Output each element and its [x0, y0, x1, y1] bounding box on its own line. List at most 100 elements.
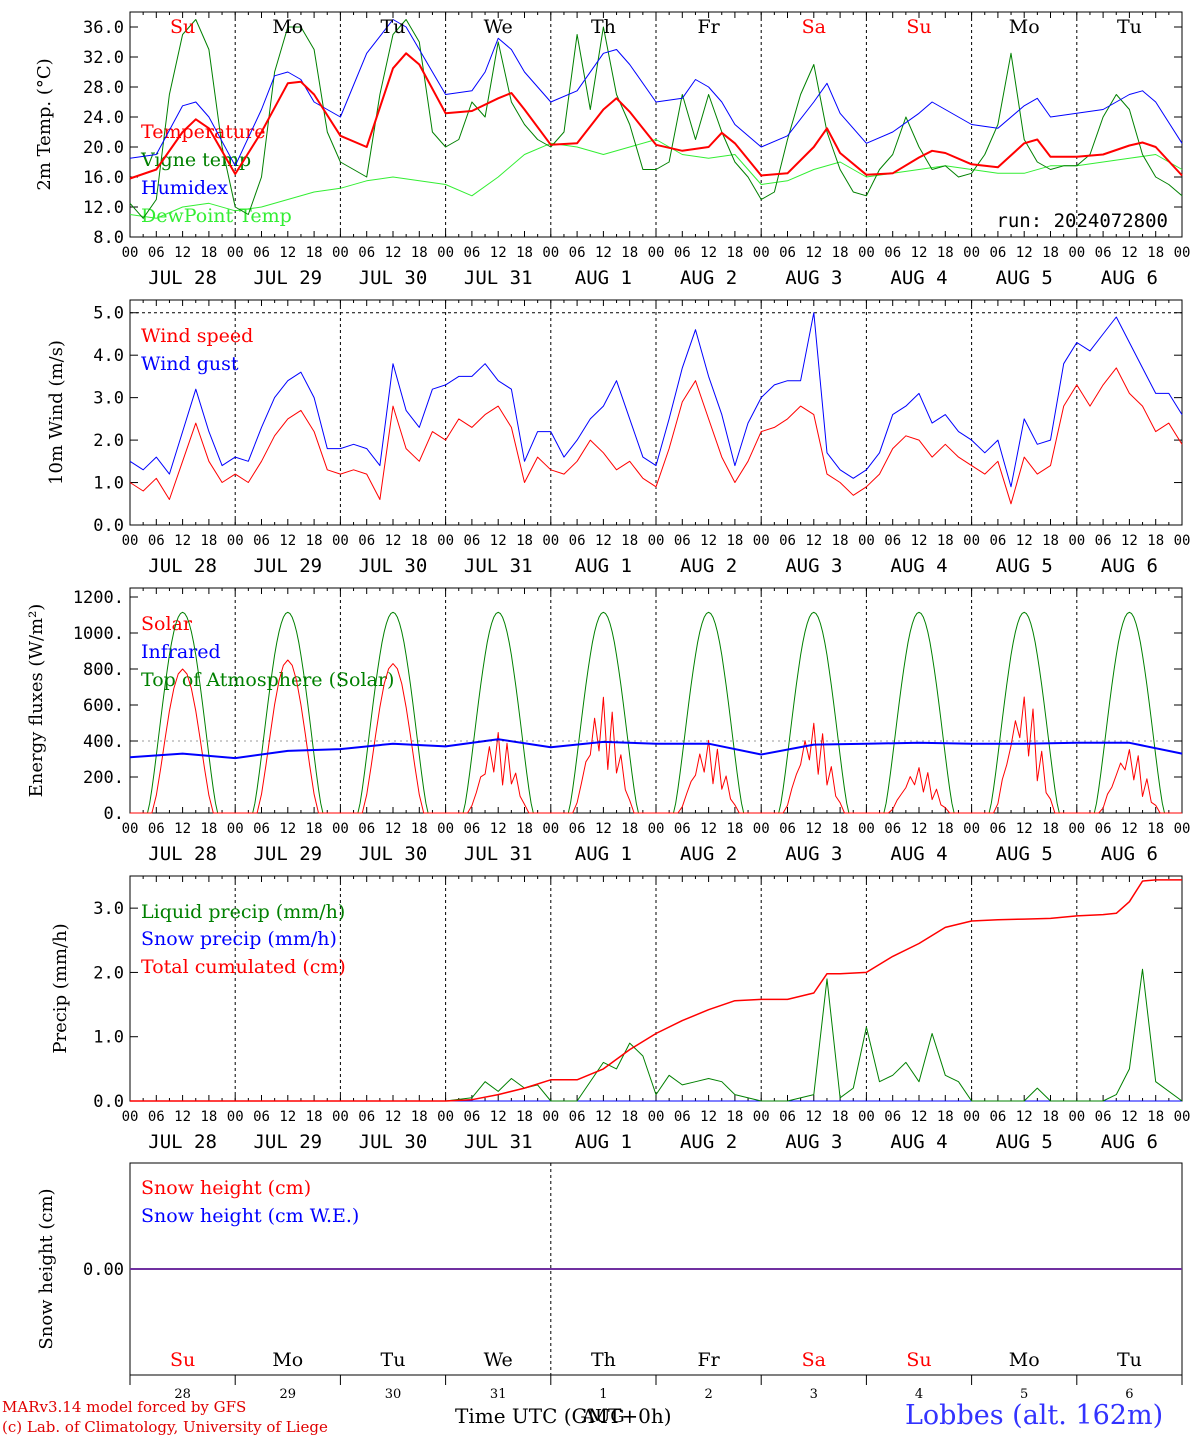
hour-label: 12 [805, 821, 822, 837]
hour-label: 12 [1121, 245, 1138, 261]
date-label: AUG 2 [680, 1131, 737, 1153]
hour-label: 12 [805, 245, 822, 261]
date-label: JUL 28 [148, 267, 217, 289]
hour-label: 18 [726, 821, 743, 837]
hour-label: 18 [832, 533, 849, 549]
hour-label: 12 [385, 245, 402, 261]
panel-frame [129, 299, 1183, 526]
series-infrared [129, 738, 1183, 760]
legend-entry: DewPoint Temp [141, 205, 292, 227]
hour-label: 00 [753, 821, 770, 837]
date-label: AUG 3 [785, 555, 842, 577]
hour-label: 18 [306, 245, 323, 261]
hour-label: 18 [937, 821, 954, 837]
hour-label: 12 [700, 821, 717, 837]
weekday-label: Fr [697, 1349, 720, 1371]
y-tick-label: 2.0 [93, 963, 124, 983]
hour-label: 06 [148, 533, 165, 549]
hour-label: 12 [700, 1109, 717, 1125]
hour-label: 12 [700, 245, 717, 261]
day-number: 6 [1125, 1387, 1133, 1402]
panel-frame [129, 11, 1183, 238]
date-label: JUL 29 [253, 843, 322, 865]
legend-entry: Snow precip (mm/h) [141, 928, 337, 950]
series-liquid-precip-mm-h- [130, 968, 1183, 1102]
hour-label: 18 [200, 533, 217, 549]
hour-label: 12 [595, 533, 612, 549]
hour-label: 18 [411, 1109, 428, 1125]
y-tick-label: 5.0 [93, 304, 124, 324]
hour-label: 00 [122, 821, 139, 837]
hour-label: 06 [1095, 1109, 1112, 1125]
date-label: AUG 5 [996, 267, 1053, 289]
hour-label: 18 [516, 821, 533, 837]
date-label: JUL 30 [359, 843, 428, 865]
date-label: AUG 5 [996, 1131, 1053, 1153]
weekday-label: Mo [1009, 16, 1040, 38]
weekday-label: Su [170, 1349, 195, 1371]
hour-label: 06 [358, 1109, 375, 1125]
legend-entry: Liquid precip (mm/h) [141, 901, 345, 923]
date-label: AUG 4 [890, 843, 947, 865]
hour-label: 12 [490, 821, 507, 837]
weekday-label: Tu [1117, 16, 1142, 38]
day-number: 5 [1020, 1387, 1028, 1402]
hour-label: 12 [174, 245, 191, 261]
date-label: JUL 29 [253, 1131, 322, 1153]
hour-label: 06 [569, 533, 586, 549]
y-tick-label: 16.0 [83, 168, 124, 188]
hour-label: 06 [674, 821, 691, 837]
hour-label: 18 [411, 245, 428, 261]
hour-label: 12 [805, 533, 822, 549]
weekday-label: Mo [1009, 1349, 1040, 1371]
date-label: AUG 6 [1101, 267, 1158, 289]
date-label: JUL 31 [464, 1131, 533, 1153]
hour-label: 06 [989, 821, 1006, 837]
y-tick-label: 1.0 [93, 474, 124, 494]
hour-label: 06 [1095, 245, 1112, 261]
hour-label: 06 [569, 821, 586, 837]
hour-label: 12 [1016, 821, 1033, 837]
hour-label: 18 [937, 245, 954, 261]
hour-label: 18 [621, 533, 638, 549]
weekday-label: Tu [381, 1349, 406, 1371]
hour-label: 00 [648, 1109, 665, 1125]
weekday-label: Th [591, 16, 616, 38]
hour-label: 00 [542, 1109, 559, 1125]
date-label: AUG 5 [996, 843, 1053, 865]
day-number: 1 [599, 1387, 607, 1402]
date-label: JUL 30 [359, 1131, 428, 1153]
day-number: 29 [280, 1387, 297, 1402]
weekday-label: Su [906, 1349, 931, 1371]
y-tick-label: 24.0 [83, 108, 124, 128]
date-label: AUG 5 [996, 555, 1053, 577]
hour-label: 06 [463, 245, 480, 261]
date-label: JUL 30 [359, 555, 428, 577]
y-tick-label: 600. [83, 696, 124, 716]
day-number: 31 [490, 1387, 507, 1402]
hour-label: 12 [1016, 1109, 1033, 1125]
hour-label: 00 [227, 533, 244, 549]
hour-label: 12 [911, 533, 928, 549]
hour-label: 18 [306, 821, 323, 837]
weekday-label: Su [170, 16, 195, 38]
model-credit: MARv3.14 model forced by GFS [2, 1398, 247, 1416]
hour-label: 18 [1042, 821, 1059, 837]
hour-label: 12 [174, 1109, 191, 1125]
hour-label: 12 [174, 533, 191, 549]
day-number: 28 [174, 1387, 191, 1402]
hour-label: 00 [437, 533, 454, 549]
date-label: AUG 6 [1101, 555, 1158, 577]
hour-label: 12 [174, 821, 191, 837]
hour-label: 18 [411, 533, 428, 549]
day-number: 30 [385, 1387, 402, 1402]
hour-label: 18 [726, 533, 743, 549]
series-vigne-temp [129, 19, 1183, 219]
date-label: AUG 1 [575, 843, 632, 865]
hour-label: 18 [621, 245, 638, 261]
date-label: JUL 30 [359, 267, 428, 289]
date-label: JUL 31 [464, 843, 533, 865]
hour-label: 06 [674, 1109, 691, 1125]
hour-label: 00 [332, 1109, 349, 1125]
y-tick-label: 28.0 [83, 78, 124, 98]
